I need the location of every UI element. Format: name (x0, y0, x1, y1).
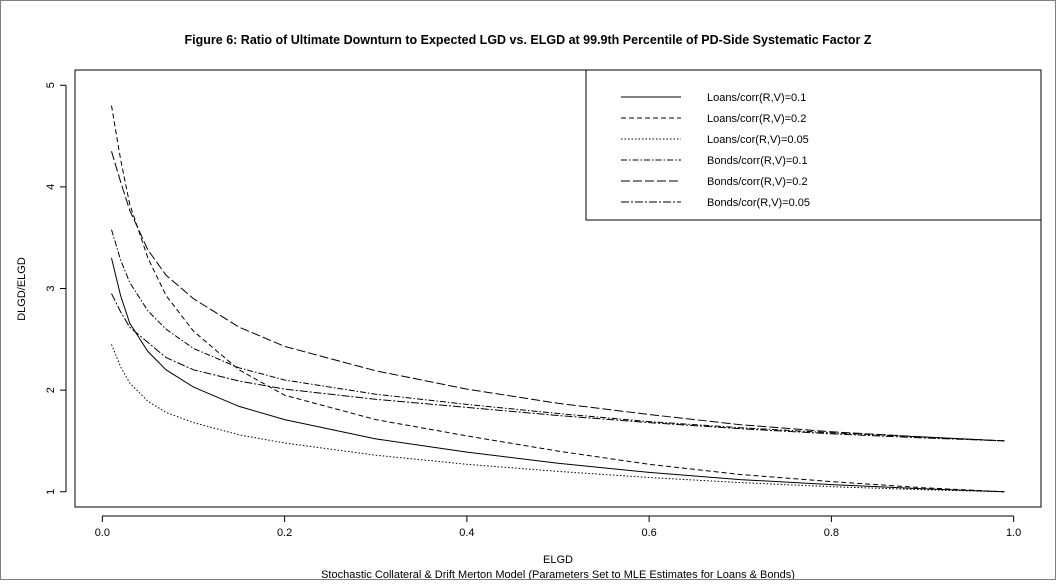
series-line (111, 293, 1005, 442)
series-lines (111, 105, 1005, 493)
y-tick-label: 1 (45, 489, 57, 495)
y-tick-label: 4 (45, 184, 57, 190)
y-tick-label: 2 (45, 387, 57, 393)
x-tick-label: 1.0 (1006, 527, 1021, 539)
y-tick-label: 3 (45, 285, 57, 291)
series-line (111, 344, 1005, 493)
y-tick-label: 5 (45, 82, 57, 88)
legend-label: Loans/corr(R,V)=0.2 (707, 113, 806, 125)
x-axis: 0.0 0.2 0.4 0.6 0.8 1.0 (95, 515, 1021, 539)
x-axis-label: ELGD (543, 554, 573, 566)
chart-title: Figure 6: Ratio of Ultimate Downturn to … (185, 33, 872, 47)
y-axis-label: DLGD/ELGD (16, 257, 28, 321)
legend-label: Loans/cor(R,V)=0.05 (707, 134, 809, 146)
legend-label: Bonds/corr(R,V)=0.1 (707, 155, 808, 167)
legend-label: Loans/corr(R,V)=0.1 (707, 92, 806, 104)
legend-box (585, 69, 1042, 221)
x-axis-subcaption: Stochastic Collateral & Drift Merton Mod… (321, 569, 795, 579)
legend-label: Bonds/corr(R,V)=0.2 (707, 176, 808, 188)
plot-area-border (74, 69, 1042, 508)
y-axis: 1 2 3 4 5 (45, 82, 67, 495)
series-line (111, 151, 1005, 442)
x-tick-label: 0.6 (641, 527, 656, 539)
x-tick-label: 0.0 (95, 527, 110, 539)
x-tick-label: 0.4 (459, 527, 474, 539)
series-line (111, 229, 1005, 442)
x-tick-label: 0.2 (277, 527, 292, 539)
legend: Loans/corr(R,V)=0.1 Loans/corr(R,V)=0.2 Lo… (585, 69, 1042, 221)
legend-label: Bonds/cor(R,V)=0.05 (707, 197, 810, 209)
series-line (111, 257, 1005, 493)
x-tick-label: 0.8 (824, 527, 839, 539)
